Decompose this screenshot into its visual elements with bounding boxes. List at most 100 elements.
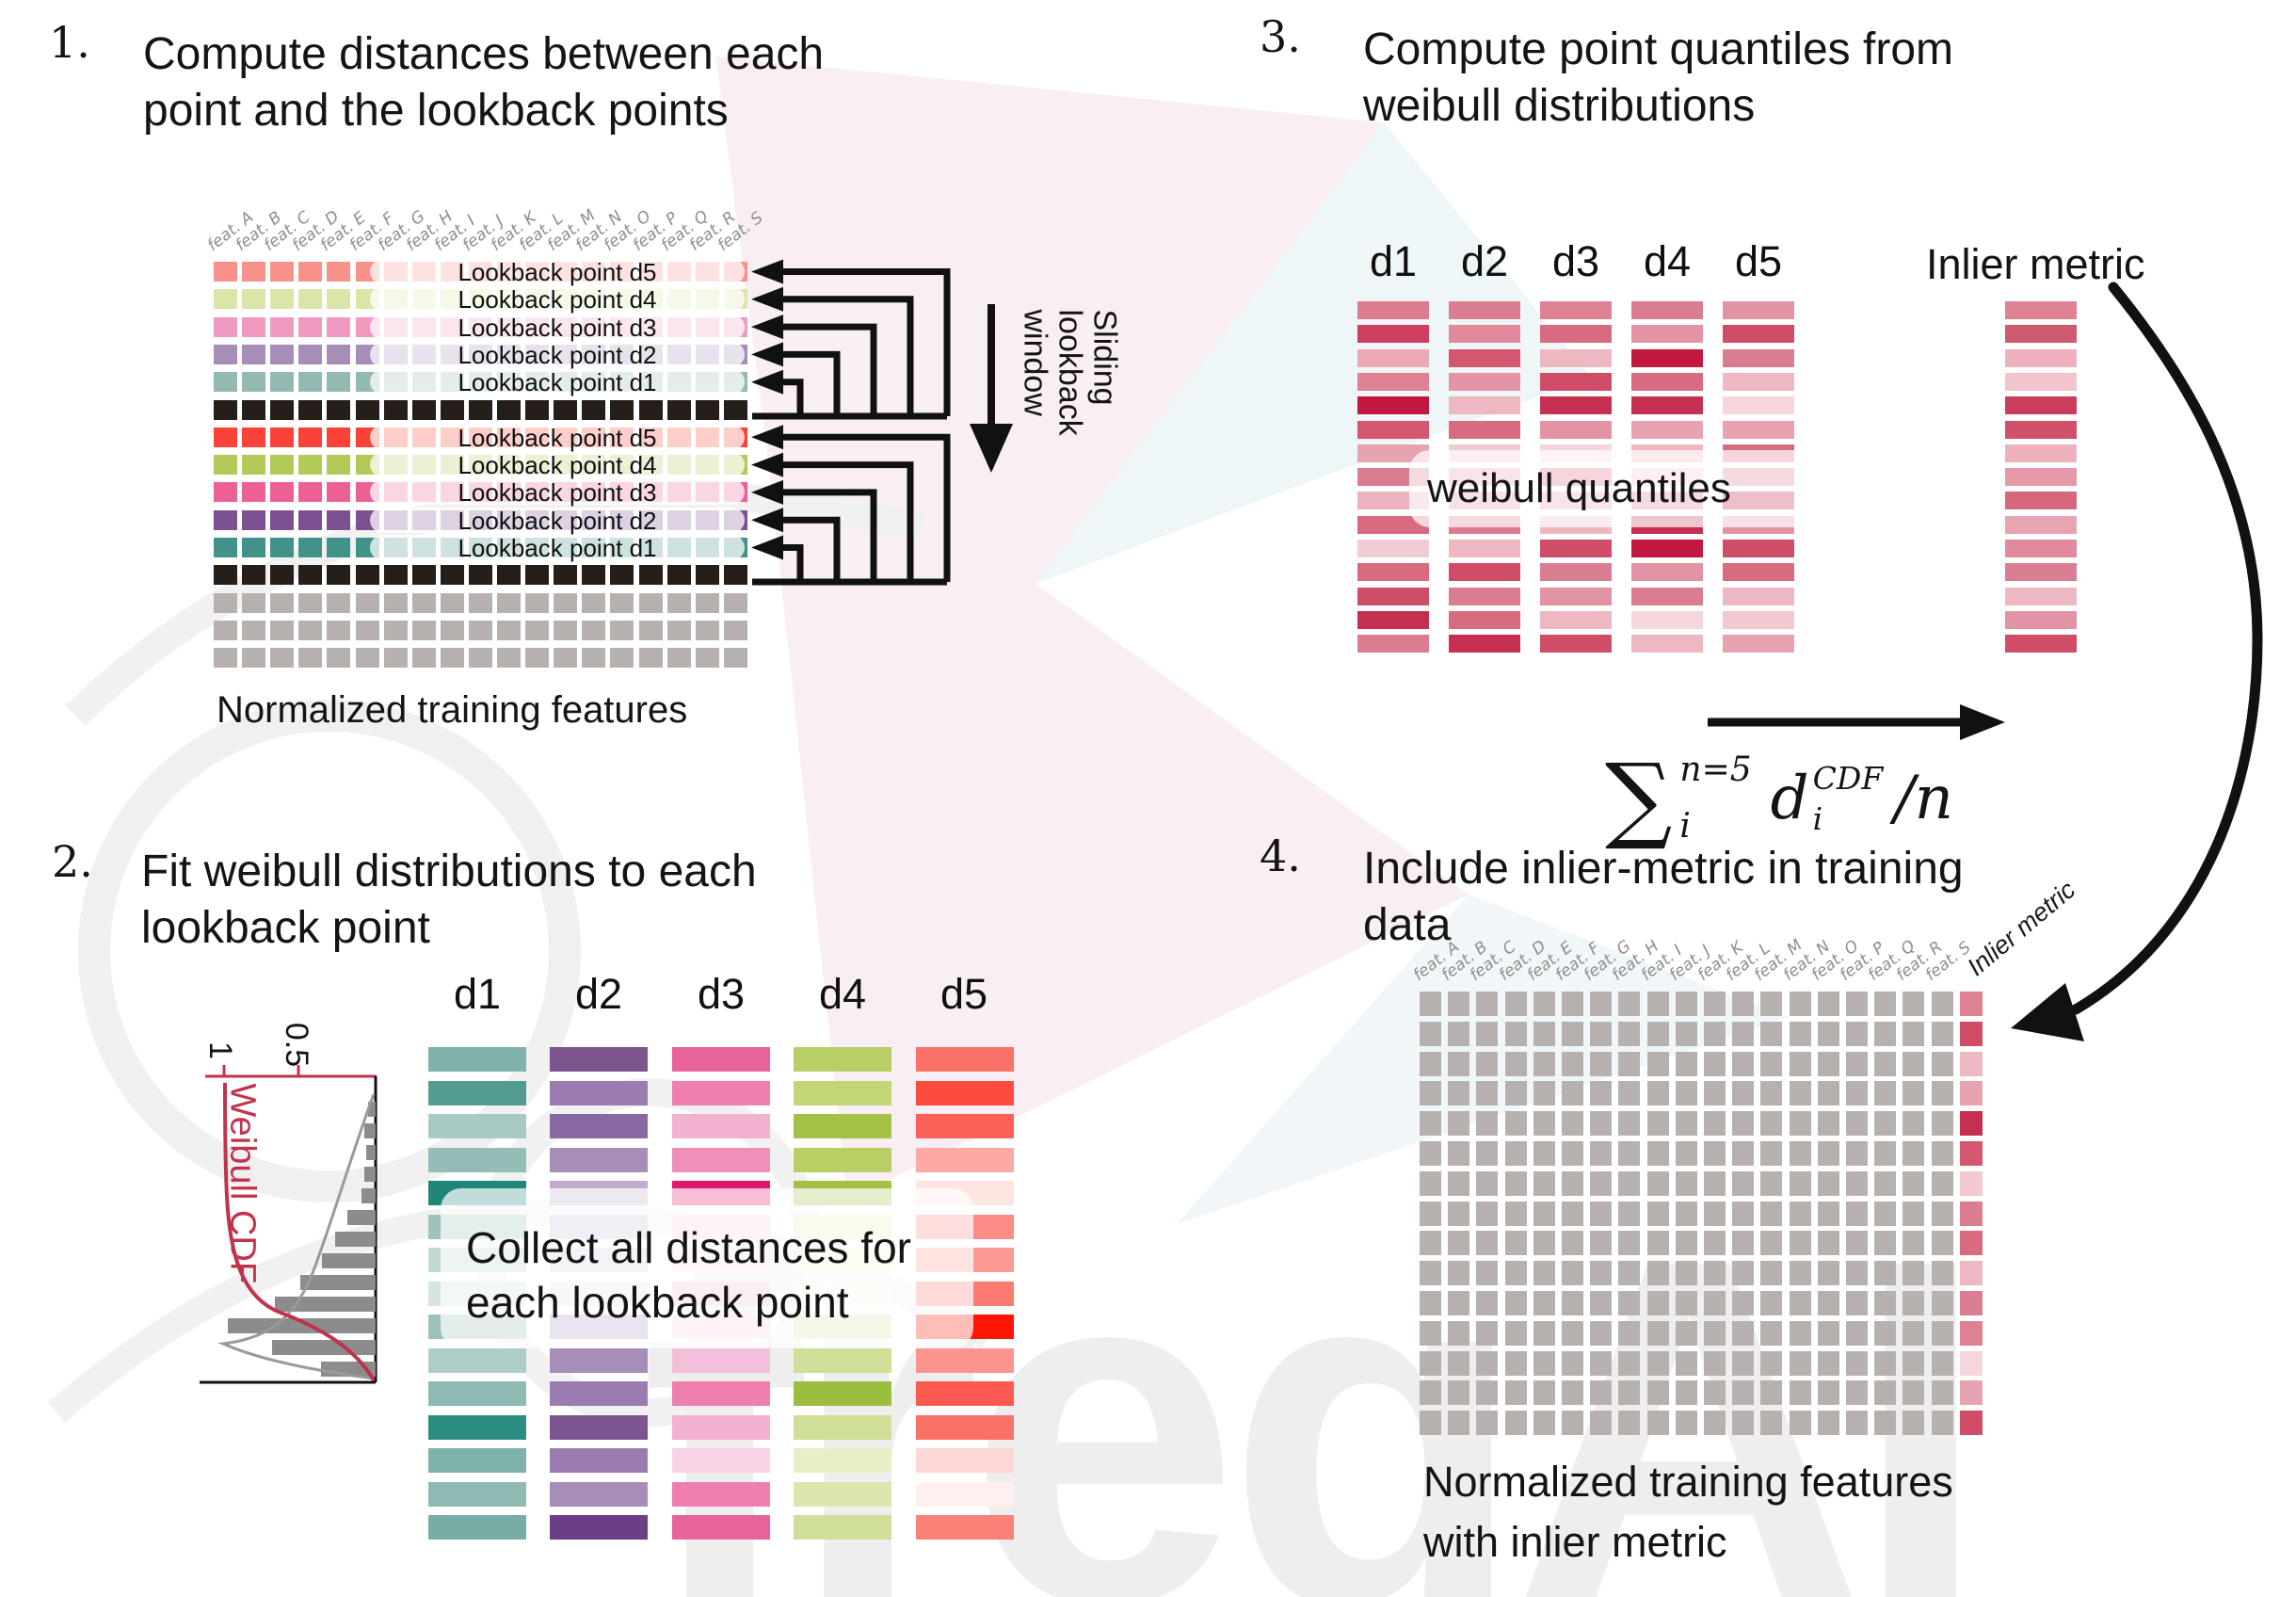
p1-feature-cell xyxy=(327,648,351,669)
p4-feature-cell xyxy=(1732,1201,1755,1226)
p4-feature-cell xyxy=(1846,1350,1868,1376)
p4-feature-cell xyxy=(1476,1081,1499,1106)
p4-feature-cell xyxy=(1590,1081,1613,1106)
p4-feature-cell xyxy=(1646,1350,1669,1376)
p3-quantile-bar xyxy=(1540,444,1612,462)
p2-distance-bar xyxy=(794,1181,891,1205)
p1-feature-cell xyxy=(327,538,351,557)
p4-feature-cell xyxy=(1562,1201,1583,1226)
formula-var-sup: CDF xyxy=(1812,760,1884,797)
p3-quantile-bar xyxy=(1723,444,1794,462)
p4-feature-cell xyxy=(1675,1261,1697,1286)
p1-feature-cell xyxy=(638,565,663,586)
p2-distance-bar xyxy=(428,1315,526,1339)
p3-quantile-bar xyxy=(1357,444,1429,462)
p3-quantile-bar xyxy=(1357,635,1429,653)
p4-feature-cell xyxy=(1618,1141,1641,1166)
p4-feature-cell xyxy=(1732,1051,1755,1076)
p1-feature-cell xyxy=(270,482,295,503)
p1-feature-cell xyxy=(355,620,379,640)
p2-distance-bar xyxy=(916,1147,1014,1172)
p4-feature-cell xyxy=(1448,1231,1470,1256)
p1-feature-cell xyxy=(638,648,663,669)
p4-feature-cell xyxy=(1618,1081,1641,1106)
p4-inlier-metric-cell xyxy=(1960,1320,1983,1346)
p4-feature-cell xyxy=(1874,1051,1897,1076)
p2-distance-bar xyxy=(550,1080,648,1105)
p3-inlier-metric-bar xyxy=(2005,492,2077,510)
p4-feature-cell xyxy=(1931,992,1953,1016)
p4-feature-cell xyxy=(1789,1380,1811,1406)
p4-feature-cell xyxy=(1760,1291,1783,1315)
p4-feature-cell xyxy=(1874,1111,1897,1137)
p1-feature-cell xyxy=(214,427,237,447)
p1-feature-cell xyxy=(242,316,266,337)
p1-feature-cell xyxy=(666,648,691,669)
watermark-shape xyxy=(767,452,1469,1201)
p3-quantile-bar xyxy=(1449,444,1520,462)
p3-quantile-bar xyxy=(1723,563,1794,582)
p4-feature-cell xyxy=(1704,1261,1726,1286)
p4-feature-cell xyxy=(1931,1081,1953,1106)
p4-feature-cell xyxy=(1903,1411,1925,1436)
p4-feature-cell xyxy=(1760,1081,1783,1106)
p2-distance-bar xyxy=(428,1347,526,1373)
p4-feature-cell xyxy=(1476,1320,1499,1346)
p4-feature-cell xyxy=(1504,1170,1527,1196)
p4-feature-cell xyxy=(1646,1170,1669,1196)
p3-inlier-metric-bar xyxy=(2005,563,2077,582)
lookback-row-label: Lookback point d2 xyxy=(458,340,657,369)
p3-quantile-bar xyxy=(1449,301,1520,319)
weibull-cdf-label: Weibull CDF xyxy=(222,1083,263,1284)
p3-quantile-bar xyxy=(1723,610,1794,629)
p4-feature-cell xyxy=(1846,1320,1868,1346)
lookback-row-label: Lookback point d5 xyxy=(458,423,657,452)
p1-feature-cell xyxy=(610,565,634,586)
p2-distance-bar xyxy=(672,1315,770,1339)
p4-feature-cell xyxy=(1846,1141,1868,1166)
p3-quantile-bar xyxy=(1357,492,1429,510)
p1-feature-cell xyxy=(610,399,634,420)
p4-feature-cell xyxy=(1618,1111,1641,1137)
p4-feature-cell xyxy=(1817,1051,1839,1076)
p4-feature-cell xyxy=(1846,1291,1868,1315)
p4-feature-cell xyxy=(1504,1291,1527,1315)
p2-distance-bar xyxy=(428,1281,526,1306)
p2-distance-bar xyxy=(672,1414,770,1440)
p4-feature-cell xyxy=(1590,1320,1613,1346)
p3-quantile-bar xyxy=(1449,635,1520,653)
p4-feature-cell xyxy=(1618,1021,1641,1046)
step3-number: 3. xyxy=(1260,11,1301,62)
p4-feature-cell xyxy=(1448,1081,1470,1106)
p1-feature-cell xyxy=(525,592,550,613)
p1-feature-cell xyxy=(327,344,351,364)
step1-title-line2: point and the lookback points xyxy=(143,86,729,136)
p1-feature-cell xyxy=(298,344,323,364)
p4-feature-cell xyxy=(1476,1051,1499,1076)
p4-feature-cell xyxy=(1931,1201,1953,1226)
p4-feature-cell xyxy=(1476,1170,1499,1196)
p4-feature-cell xyxy=(1590,1051,1613,1076)
p1-feature-cell xyxy=(723,565,747,586)
p3-quantile-bar xyxy=(1357,420,1429,439)
p2-distance-bar xyxy=(916,1414,1014,1440)
p4-feature-cell xyxy=(1420,1231,1441,1256)
p4-feature-cell xyxy=(1931,1411,1953,1436)
p1-feature-cell xyxy=(242,289,266,310)
p4-inlier-metric-cell xyxy=(1960,1411,1983,1436)
cdf-tick-05: 0.5 xyxy=(279,1022,315,1068)
p4-feature-cell xyxy=(1903,1231,1925,1256)
p4-feature-cell xyxy=(1704,1111,1726,1137)
p4-feature-cell xyxy=(1618,1350,1641,1376)
p4-feature-cell xyxy=(1732,1081,1755,1106)
p1-feature-cell xyxy=(214,538,237,557)
p4-feature-cell xyxy=(1817,1201,1839,1226)
p2-distance-bar xyxy=(916,1248,1014,1272)
p1-feature-cell xyxy=(242,399,266,420)
p1-feature-cell xyxy=(723,592,747,613)
p4-feature-cell xyxy=(1533,1320,1555,1346)
lookback-row-label: Lookback point d1 xyxy=(458,368,657,397)
p3-quantile-bar xyxy=(1449,587,1520,605)
p1-feature-cell xyxy=(327,455,351,476)
p4-feature-cell xyxy=(1590,1021,1613,1046)
